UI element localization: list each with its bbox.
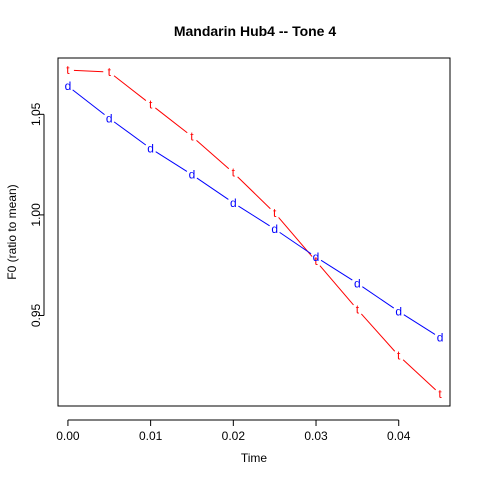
point-t: t [190, 129, 194, 143]
series-d-segment [279, 231, 312, 255]
x-tick-label: 0.03 [304, 429, 328, 443]
point-d: d [65, 79, 72, 93]
series-t-segment [73, 69, 104, 73]
y-tick-label: 0.95 [29, 303, 43, 327]
series-d-segment [238, 205, 270, 227]
series-d-segment [320, 259, 353, 281]
point-d: d [313, 250, 320, 264]
series-t-segment [402, 359, 437, 391]
point-t: t [397, 349, 401, 363]
x-tick-label: 0.02 [222, 429, 246, 443]
plot-frame [57, 57, 451, 407]
y-tick-label: 1.00 [29, 203, 43, 227]
series-t-segment [113, 75, 147, 101]
x-tick-label: 0.04 [387, 429, 411, 443]
y-tick-label: 1.05 [29, 102, 43, 126]
series-d-segment [155, 151, 188, 172]
series-t-segment [319, 265, 354, 306]
x-axis: 0.00 0.01 0.02 0.03 0.04 [56, 419, 411, 443]
series-t-segment [361, 313, 396, 352]
series-d-segment [72, 89, 105, 116]
y-axis-label: F0 (ratio to mean) [5, 184, 19, 279]
series-t: t t t t t t t t t t [66, 63, 442, 401]
point-d: d [147, 142, 154, 156]
point-t: t [356, 302, 360, 316]
point-d: d [106, 111, 113, 125]
point-d: d [395, 304, 402, 318]
x-tick-label: 0.00 [56, 429, 80, 443]
point-d: d [437, 331, 444, 345]
point-t: t [273, 206, 277, 220]
x-tick-label: 0.01 [139, 429, 163, 443]
point-t: t [438, 387, 442, 401]
point-t: t [108, 65, 112, 79]
series-d-segment [403, 314, 436, 335]
point-t: t [149, 97, 153, 111]
series-d-segment [362, 286, 395, 309]
point-d: d [354, 276, 361, 290]
point-t: t [232, 166, 236, 180]
chart-title: Mandarin Hub4 -- Tone 4 [174, 23, 337, 39]
point-d: d [189, 168, 196, 182]
series-t-segment [196, 140, 230, 170]
series-d-segment [196, 177, 229, 200]
series-t-segment [237, 176, 271, 210]
series-d: d d d d d d d d d d [65, 79, 444, 344]
point-t: t [66, 63, 70, 77]
point-t: t [314, 254, 318, 268]
point-d: d [230, 196, 237, 210]
series-d-segment [113, 121, 147, 146]
x-axis-label: Time [241, 451, 268, 465]
y-axis: 0.95 1.00 1.05 [29, 102, 45, 327]
series-t-segment [155, 107, 188, 134]
point-d: d [271, 222, 278, 236]
